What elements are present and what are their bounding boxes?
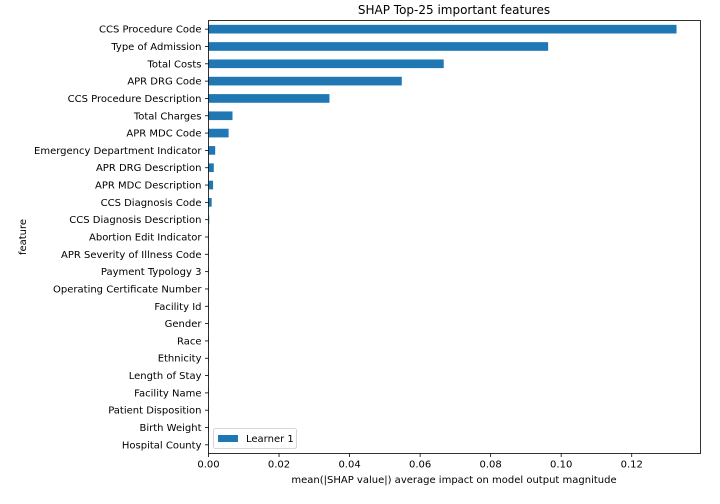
x-tick-label: 0.08 <box>480 460 502 471</box>
y-tick-label: Facility Id <box>154 302 201 313</box>
y-tick-label: CCS Diagnosis Code <box>101 198 202 209</box>
y-tick-label: APR MDC Code <box>126 129 201 140</box>
y-tick-label: APR MDC Description <box>95 181 201 192</box>
bar <box>208 59 444 69</box>
bar <box>208 24 677 34</box>
y-tick-label: Type of Admission <box>110 42 201 53</box>
bar <box>208 163 214 173</box>
bar <box>208 94 330 103</box>
legend: Learner 1 <box>213 428 297 449</box>
bars-group <box>208 24 677 450</box>
y-tick-label: Payment Typology 3 <box>101 267 202 278</box>
x-tick-label: 0.00 <box>197 460 219 471</box>
y-tick-label: CCS Procedure Code <box>99 25 202 36</box>
x-tick-label: 0.04 <box>338 460 360 471</box>
y-tick-label: Facility Name <box>134 388 201 399</box>
y-axis-label: feature <box>18 219 29 255</box>
y-tick-label: CCS Procedure Description <box>68 94 202 105</box>
x-tick-label: 0.06 <box>409 460 431 471</box>
legend-swatch <box>218 435 238 442</box>
y-tick-label: Abortion Edit Indicator <box>89 233 202 244</box>
bar <box>208 42 549 51</box>
y-tick-label: Total Costs <box>147 59 202 70</box>
chart-title: SHAP Top-25 important features <box>358 3 550 17</box>
y-tick-label: Emergency Department Indicator <box>34 146 202 157</box>
y-tick-label: APR Severity of Illness Code <box>61 250 202 261</box>
y-tick-label: Total Charges <box>133 111 202 122</box>
bar <box>208 146 216 155</box>
x-axis-ticks: 0.00 0.02 0.04 0.06 0.08 0.10 0.12 <box>197 453 643 471</box>
y-tick-label: Length of Stay <box>129 371 202 382</box>
bar <box>208 198 212 207</box>
bar <box>208 180 214 190</box>
bar <box>208 111 233 121</box>
y-tick-label: Patient Disposition <box>108 406 201 417</box>
y-tick-label: Gender <box>165 319 203 330</box>
y-tick-label: Race <box>177 336 202 347</box>
y-tick-label: APR DRG Description <box>96 163 202 174</box>
legend-label: Learner 1 <box>246 434 294 445</box>
x-tick-label: 0.10 <box>550 460 572 471</box>
y-tick-label: CCS Diagnosis Description <box>69 215 201 226</box>
bar <box>208 128 229 138</box>
x-tick-label: 0.02 <box>268 460 290 471</box>
plot-frame <box>208 20 701 454</box>
y-tick-label: Hospital County <box>122 440 202 451</box>
y-tick-label: Ethnicity <box>158 354 202 365</box>
x-axis-label: mean(|SHAP value|) average impact on mod… <box>291 475 616 486</box>
y-tick-label: Birth Weight <box>139 423 201 434</box>
legend-box <box>213 428 297 449</box>
bar <box>208 76 402 86</box>
x-tick-label: 0.12 <box>621 460 643 471</box>
y-tick-label: APR DRG Code <box>127 77 201 88</box>
y-tick-label: Operating Certificate Number <box>53 284 202 295</box>
y-tick-labels: CCS Procedure Code Type of Admission Total… <box>34 25 209 451</box>
